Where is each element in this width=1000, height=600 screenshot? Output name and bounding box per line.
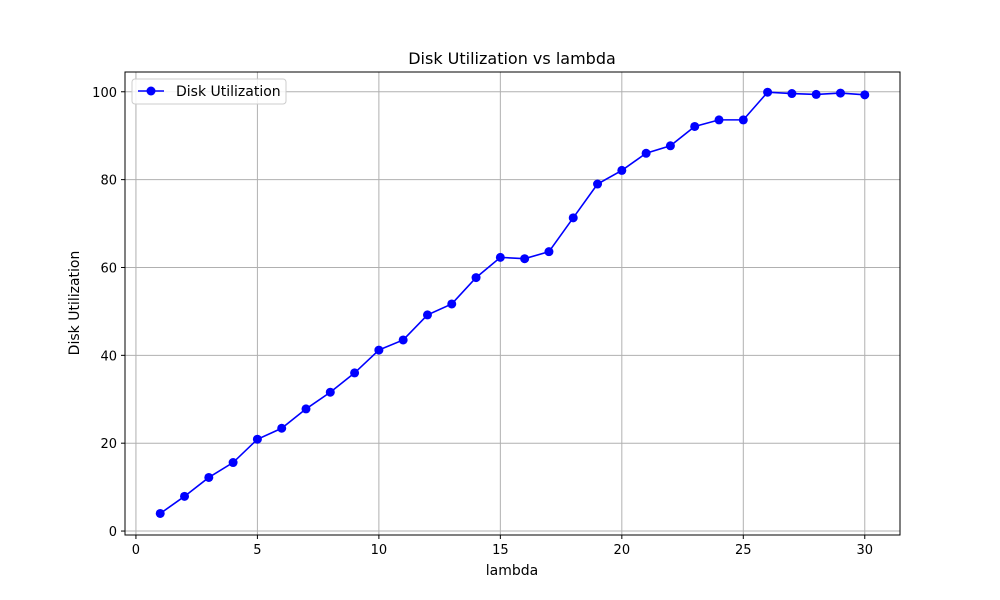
data-point [180,491,190,501]
data-point [374,345,384,355]
data-point [617,165,627,175]
data-point [544,247,554,257]
legend-label: Disk Utilization [176,84,281,100]
data-point [835,88,845,98]
y-axis-ticks: 0 20 40 60 80 100 [92,86,125,540]
data-point [228,458,238,468]
data-point [714,115,724,125]
y-tick-label: 100 [92,86,117,101]
series-line [159,91,865,515]
legend: Disk Utilization [131,78,287,105]
data-point [447,299,457,309]
data-point [325,387,335,397]
data-point [350,368,360,378]
legend-marker [146,86,156,96]
data-point [495,252,505,262]
y-tick-label: 0 [109,525,117,540]
x-axis-label: lambda [486,563,538,579]
series-layer [155,87,870,518]
y-axis-label: Disk Utilization [67,251,83,356]
plot-frame [124,71,901,536]
data-point [422,310,432,320]
x-tick-label: 30 [856,543,873,558]
x-axis-ticks: 0 5 10 15 20 25 30 [132,535,873,558]
x-tick-label: 20 [614,543,631,558]
data-point [471,273,481,283]
data-point [252,434,262,444]
data-point [690,121,700,131]
data-point [787,89,797,99]
data-point [398,335,408,345]
x-tick-label: 10 [371,543,388,558]
y-tick-label: 40 [100,349,117,364]
x-tick-label: 0 [132,543,140,558]
data-point [860,90,870,100]
legend-box [131,78,287,105]
y-tick-label: 80 [100,174,117,189]
data-point [811,89,821,99]
data-point [665,141,675,151]
x-tick-label: 25 [735,543,752,558]
data-point [301,404,311,414]
y-tick-label: 20 [100,437,117,452]
data-point [155,508,165,518]
x-tick-label: 5 [253,543,261,558]
data-point [520,254,530,264]
data-point [763,87,773,97]
data-point [204,472,214,482]
data-point [593,179,603,189]
grid [125,72,900,535]
data-point [568,213,578,223]
chart-title: Disk Utilization vs lambda [408,49,616,68]
data-point [277,423,287,433]
x-tick-label: 15 [492,543,509,558]
data-point [738,115,748,125]
data-point [641,148,651,158]
y-tick-label: 60 [100,261,117,276]
